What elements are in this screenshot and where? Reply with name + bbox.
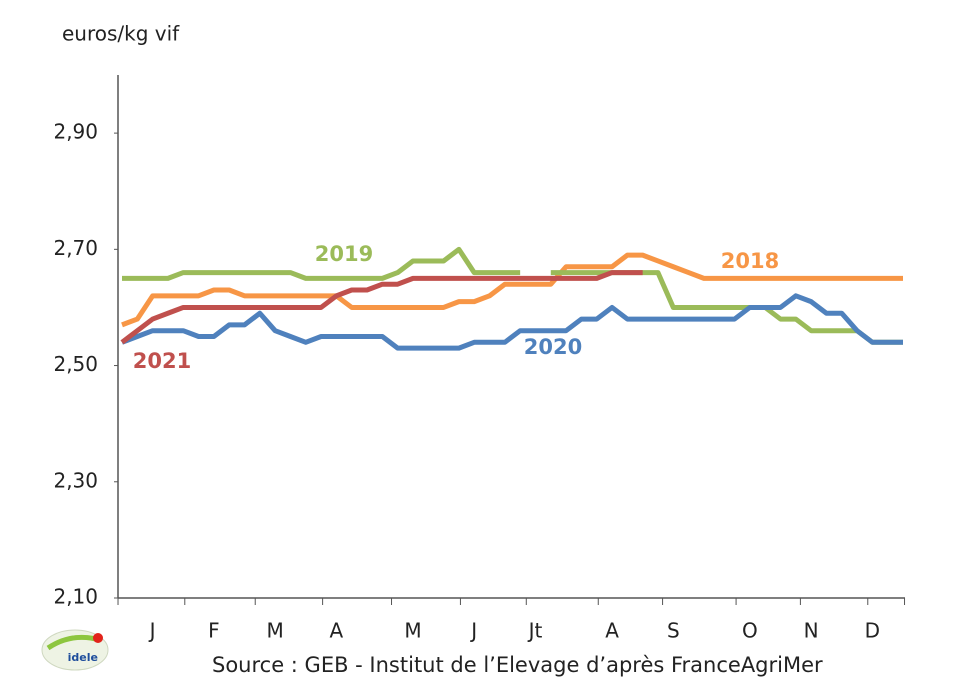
logo: idele	[41, 629, 109, 671]
logo-text: idele	[68, 651, 98, 664]
x-tick-label: F	[208, 619, 220, 643]
y-tick-label: 2,90	[53, 120, 98, 144]
y-tick-label: 2,70	[53, 236, 98, 260]
series-line	[121, 293, 903, 351]
x-tick-label: A	[605, 619, 619, 643]
y-tick-label: 2,50	[53, 352, 98, 376]
source: Source : GEB - Institut de l’Elevage d’a…	[212, 653, 823, 677]
series-line	[550, 270, 903, 345]
y-tick-label: 2,30	[53, 468, 98, 492]
logo-dot	[93, 633, 103, 643]
x-tick-label: M	[267, 619, 284, 643]
series-line	[121, 252, 903, 328]
series-line	[120, 270, 643, 345]
x-tick-label: M	[404, 619, 421, 643]
series-label: 2021	[133, 349, 191, 373]
x-tick-label: N	[804, 619, 819, 643]
series-label: 2020	[524, 335, 582, 359]
series-label: 2019	[315, 242, 373, 266]
x-tick-label: J	[148, 619, 156, 643]
x-tick-label: A	[330, 619, 344, 643]
x-tick-label: O	[742, 619, 758, 643]
series-line	[122, 246, 521, 281]
x-tick-label: J	[469, 619, 477, 643]
x-tick-label: D	[865, 619, 880, 643]
x-tick-label: Jt	[527, 619, 543, 643]
y-tick-label: 2,10	[53, 585, 98, 609]
series-label: 2018	[721, 249, 779, 273]
x-tick-label: S	[667, 619, 680, 643]
y-axis-label: euros/kg vif	[62, 22, 180, 46]
